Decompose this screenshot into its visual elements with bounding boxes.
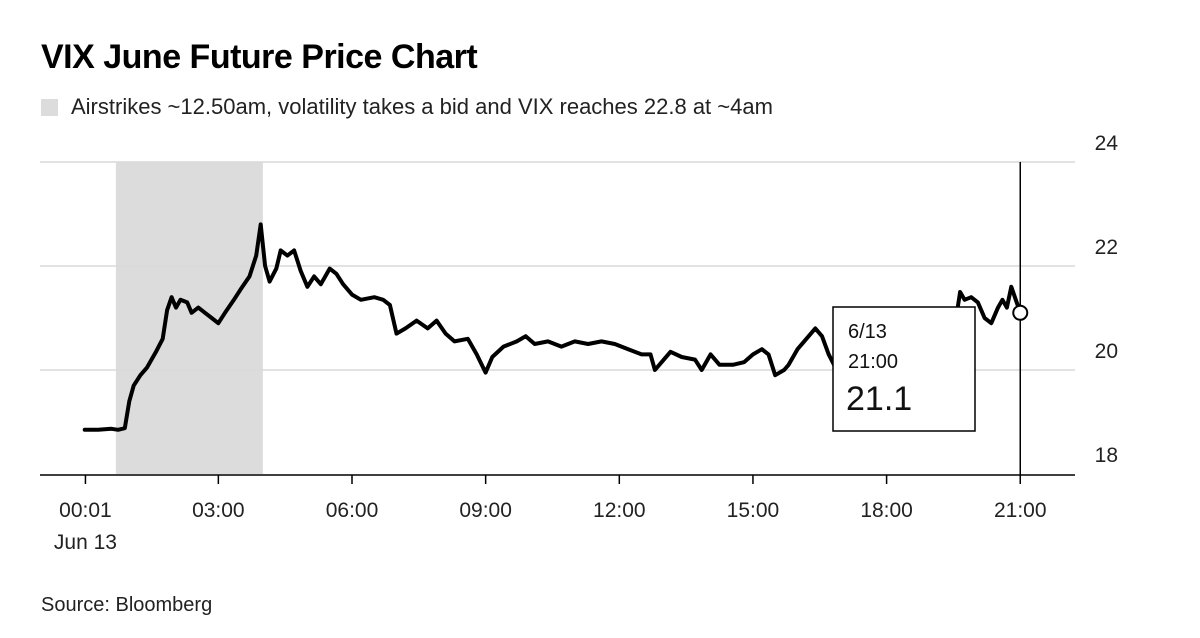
y-tick-label: 24 — [1095, 132, 1119, 155]
x-tick-label: 21:00 — [994, 499, 1047, 522]
x-tick-label: 12:00 — [593, 499, 646, 522]
legend: Airstrikes ~12.50am, volatility takes a … — [41, 94, 773, 120]
tooltip-time: 21:00 — [848, 351, 898, 373]
legend-swatch — [41, 98, 58, 116]
tooltip-date: 6/13 — [848, 321, 887, 343]
tooltip-value: 21.1 — [846, 380, 912, 418]
x-tick-label: 00:01 — [59, 499, 112, 522]
tooltip: 6/13 21:00 21.1 — [832, 306, 976, 432]
shaded-region — [115, 162, 263, 474]
x-tick-label: 03:00 — [192, 499, 245, 522]
x-tick-label: 06:00 — [326, 499, 379, 522]
tooltip-box — [832, 306, 976, 432]
y-tick-label: 22 — [1095, 236, 1118, 259]
chart-title: VIX June Future Price Chart — [41, 38, 478, 76]
x-tick-sublabel: Jun 13 — [54, 531, 117, 554]
y-tick-label: 18 — [1095, 444, 1118, 467]
y-tick-label: 20 — [1095, 340, 1118, 363]
legend-label: Airstrikes ~12.50am, volatility takes a … — [71, 94, 773, 119]
cursor-dot[interactable] — [1012, 304, 1029, 321]
x-tick-label: 09:00 — [459, 499, 512, 522]
x-tick-label: 15:00 — [727, 499, 780, 522]
x-tick-label: 18:00 — [860, 499, 913, 522]
source-note: Source: Bloomberg — [41, 594, 213, 616]
